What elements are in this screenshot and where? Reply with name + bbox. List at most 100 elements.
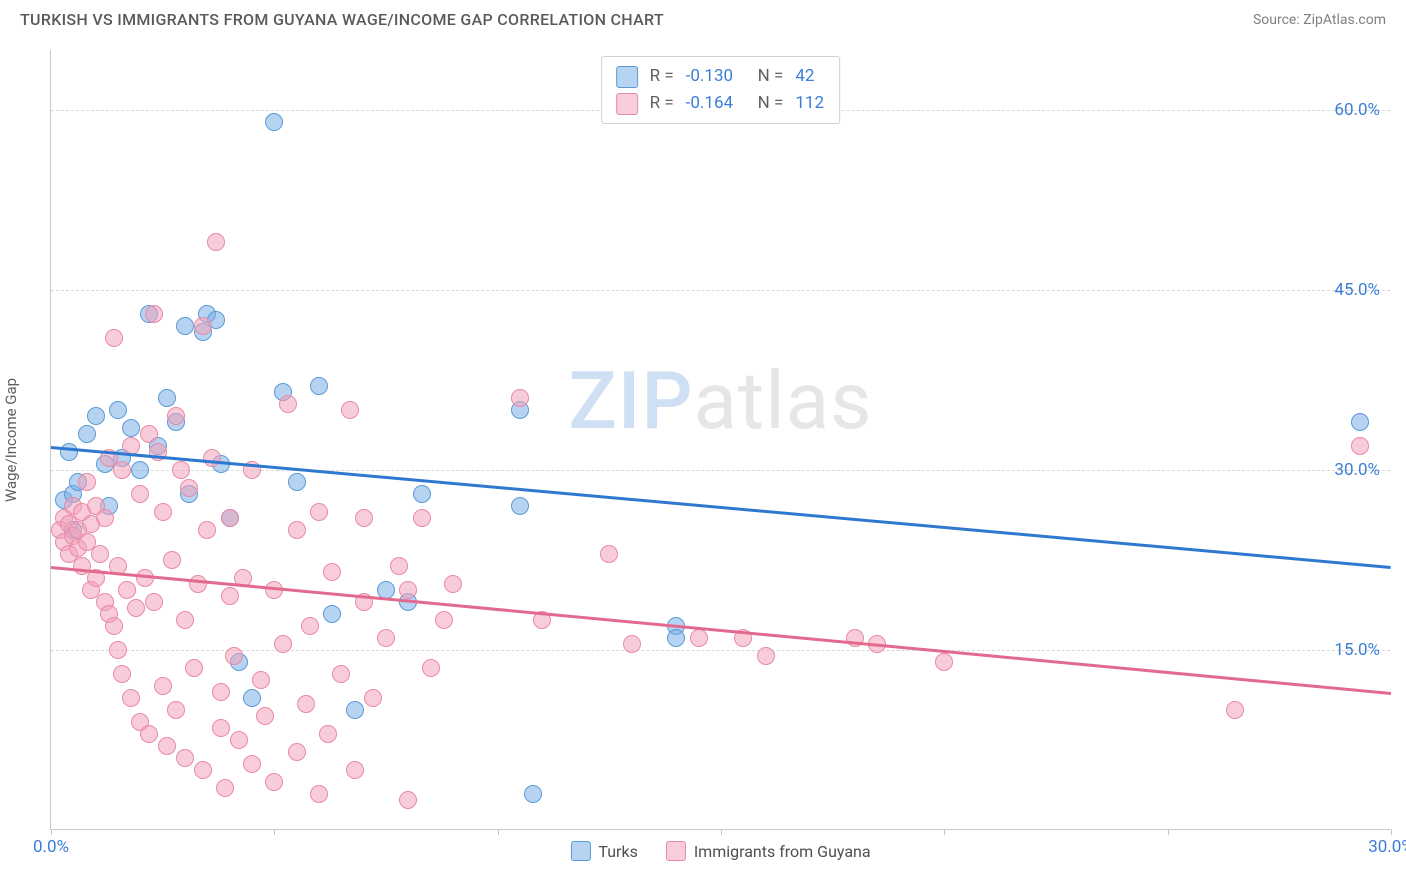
- scatter-point: [288, 521, 306, 539]
- scatter-point: [60, 443, 78, 461]
- scatter-point: [172, 461, 190, 479]
- scatter-point: [274, 635, 292, 653]
- scatter-point: [189, 575, 207, 593]
- x-tick-mark: [721, 829, 722, 835]
- scatter-point: [105, 617, 123, 635]
- watermark-zip: ZIP: [569, 354, 694, 448]
- scatter-point: [221, 509, 239, 527]
- scatter-point: [167, 407, 185, 425]
- scatter-point: [131, 461, 149, 479]
- scatter-point: [167, 701, 185, 719]
- scatter-point: [310, 785, 328, 803]
- scatter-point: [140, 425, 158, 443]
- scatter-point: [323, 563, 341, 581]
- r-label: R =: [650, 63, 674, 90]
- scatter-point: [230, 731, 248, 749]
- scatter-point: [221, 587, 239, 605]
- scatter-point: [332, 665, 350, 683]
- scatter-point: [212, 683, 230, 701]
- scatter-point: [1351, 437, 1369, 455]
- legend-series: Turks Immigrants from Guyana: [570, 841, 870, 861]
- scatter-point: [623, 635, 641, 653]
- scatter-point: [154, 677, 172, 695]
- x-tick-mark: [51, 829, 52, 835]
- y-tick-label: 30.0%: [1334, 460, 1380, 480]
- scatter-point: [207, 233, 225, 251]
- scatter-point: [346, 761, 364, 779]
- scatter-point: [109, 641, 127, 659]
- scatter-point: [176, 611, 194, 629]
- legend-stats-row: R =-0.130N =42: [616, 63, 826, 90]
- legend-label: Immigrants from Guyana: [694, 842, 871, 861]
- scatter-point: [935, 653, 953, 671]
- scatter-point: [140, 725, 158, 743]
- scatter-point: [399, 581, 417, 599]
- scatter-point: [203, 449, 221, 467]
- scatter-point: [1226, 701, 1244, 719]
- x-tick-mark: [274, 829, 275, 835]
- r-value: -0.130: [686, 63, 746, 90]
- scatter-point: [113, 461, 131, 479]
- scatter-point: [444, 575, 462, 593]
- scatter-point: [78, 473, 96, 491]
- n-value: 42: [795, 63, 825, 90]
- x-tick-label: 30.0%: [1368, 837, 1406, 857]
- scatter-point: [377, 629, 395, 647]
- scatter-point: [355, 509, 373, 527]
- scatter-point: [176, 317, 194, 335]
- scatter-point: [600, 545, 618, 563]
- scatter-point: [122, 689, 140, 707]
- scatter-point: [265, 113, 283, 131]
- scatter-point: [185, 659, 203, 677]
- x-tick-mark: [944, 829, 945, 835]
- scatter-point: [252, 671, 270, 689]
- scatter-point: [131, 485, 149, 503]
- scatter-point: [757, 647, 775, 665]
- scatter-point: [109, 401, 127, 419]
- r-label: R =: [650, 90, 674, 117]
- scatter-point: [390, 557, 408, 575]
- scatter-point: [1351, 413, 1369, 431]
- scatter-point: [158, 389, 176, 407]
- scatter-point: [180, 479, 198, 497]
- x-tick-mark: [1391, 829, 1392, 835]
- scatter-point: [87, 407, 105, 425]
- legend-item: Turks: [570, 841, 637, 861]
- scatter-point: [288, 743, 306, 761]
- scatter-point: [163, 551, 181, 569]
- scatter-point: [127, 599, 145, 617]
- chart-title: TURKISH VS IMMIGRANTS FROM GUYANA WAGE/I…: [20, 10, 664, 29]
- scatter-point: [301, 617, 319, 635]
- scatter-point: [399, 791, 417, 809]
- scatter-point: [118, 581, 136, 599]
- scatter-point: [667, 629, 685, 647]
- scatter-point: [364, 689, 382, 707]
- y-tick-label: 15.0%: [1334, 640, 1380, 660]
- legend-stats-row: R =-0.164N =112: [616, 90, 826, 117]
- legend-swatch: [616, 66, 638, 88]
- scatter-point: [288, 473, 306, 491]
- scatter-point: [243, 689, 261, 707]
- scatter-point: [323, 605, 341, 623]
- scatter-point: [158, 737, 176, 755]
- scatter-point: [511, 497, 529, 515]
- scatter-point: [194, 317, 212, 335]
- x-tick-label: 0.0%: [33, 837, 69, 857]
- scatter-point: [212, 719, 230, 737]
- scatter-point: [524, 785, 542, 803]
- scatter-point: [145, 305, 163, 323]
- r-value: -0.164: [686, 90, 746, 117]
- scatter-point: [145, 593, 163, 611]
- scatter-point: [690, 629, 708, 647]
- scatter-point: [346, 701, 364, 719]
- scatter-point: [435, 611, 453, 629]
- scatter-point: [243, 755, 261, 773]
- scatter-point: [341, 401, 359, 419]
- legend-label: Turks: [598, 842, 637, 861]
- watermark-atlas: atlas: [694, 354, 873, 448]
- x-tick-mark: [1168, 829, 1169, 835]
- y-tick-label: 60.0%: [1334, 100, 1380, 120]
- gridline: [51, 650, 1390, 651]
- scatter-point: [511, 389, 529, 407]
- scatter-point: [176, 749, 194, 767]
